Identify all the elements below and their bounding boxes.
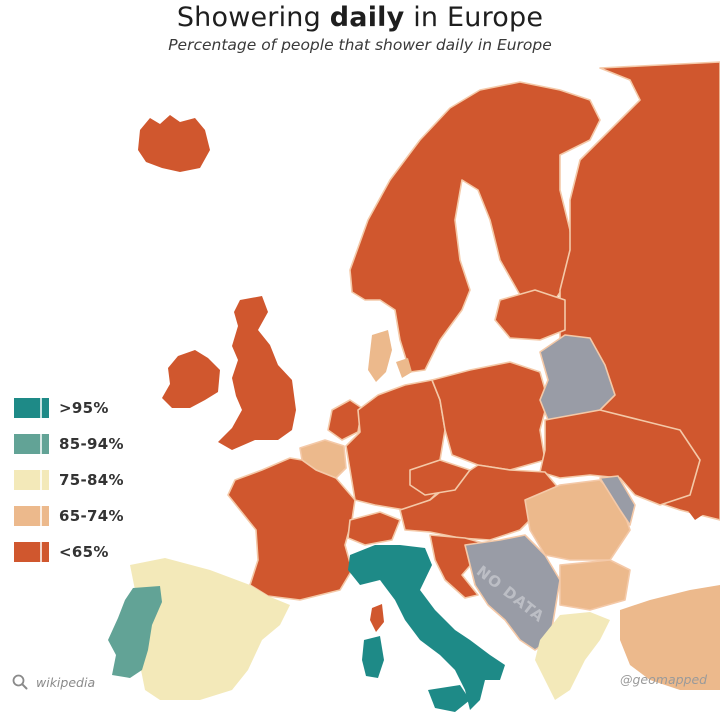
source-attribution: wikipedia xyxy=(12,674,95,690)
region-turkey xyxy=(620,585,720,690)
region-uk xyxy=(218,296,296,450)
page-title: Showering daily in Europe xyxy=(0,2,720,33)
page-subtitle: Percentage of people that shower daily i… xyxy=(168,36,552,54)
legend-swatch xyxy=(14,398,49,418)
legend-label: 65-74% xyxy=(59,507,124,525)
credit-handle: @geomapped xyxy=(620,672,708,687)
region-sardinia xyxy=(362,636,384,678)
legend-label: 75-84% xyxy=(59,471,124,489)
region-baltics xyxy=(494,289,566,341)
region-france xyxy=(227,457,356,601)
region-iceland xyxy=(138,115,210,172)
region-scandinavia xyxy=(349,81,601,373)
region-greece xyxy=(535,612,610,700)
legend-swatch xyxy=(14,506,49,526)
region-denmark xyxy=(368,330,392,382)
source-text: wikipedia xyxy=(36,674,96,690)
legend-item-lt65: <65% xyxy=(14,534,124,570)
legend-swatch xyxy=(14,434,49,454)
legend-item-65-74: 65-74% xyxy=(14,498,124,534)
region-sicily xyxy=(428,685,470,712)
region-czechia xyxy=(409,459,471,496)
legend-label: <65% xyxy=(59,543,109,561)
region-crimea xyxy=(680,498,710,520)
region-bulgaria xyxy=(559,559,631,611)
region-portugal xyxy=(108,586,162,678)
region-poland xyxy=(431,361,549,471)
legend-item-85-94: 85-94% xyxy=(14,426,124,462)
region-ireland xyxy=(162,350,220,408)
legend-label: 85-94% xyxy=(59,435,124,453)
region-spain xyxy=(130,558,290,700)
region-romania xyxy=(524,479,631,561)
legend: >95% 85-94% 75-84% 65-74% <65% xyxy=(14,390,124,570)
legend-label: >95% xyxy=(59,399,109,417)
legend-swatch xyxy=(14,542,49,562)
region-italy xyxy=(348,545,505,710)
legend-item-gt95: >95% xyxy=(14,390,124,426)
search-icon xyxy=(12,674,28,690)
region-denmark-islands xyxy=(396,358,412,378)
region-netherlands xyxy=(327,399,363,441)
title-text-end: in Europe xyxy=(404,2,544,33)
region-moldova xyxy=(599,475,636,526)
region-corsica xyxy=(370,604,384,632)
legend-swatch xyxy=(14,470,49,490)
region-switzerland xyxy=(347,511,401,546)
title-emphasis: daily xyxy=(329,2,405,33)
legend-item-75-84: 75-84% xyxy=(14,462,124,498)
title-text: Showering xyxy=(176,2,330,33)
